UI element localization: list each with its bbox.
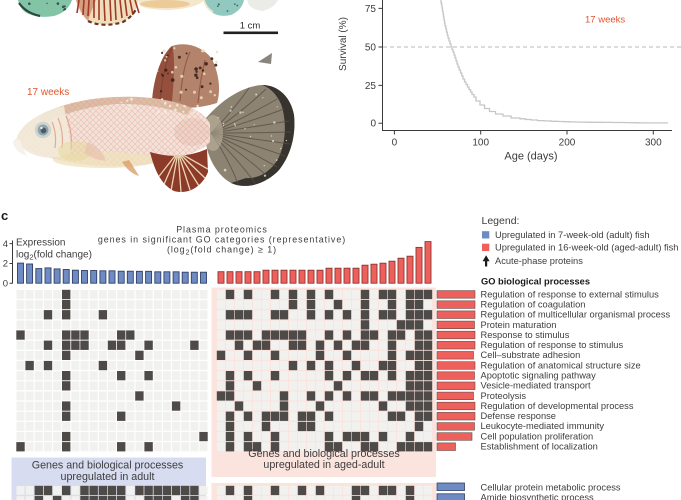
svg-text:Acute-phase proteins: Acute-phase proteins <box>495 256 583 266</box>
svg-text:17 weeks: 17 weeks <box>585 15 625 26</box>
svg-text:Establishment of localization: Establishment of localization <box>481 442 598 452</box>
svg-text:Cell–substrate adhesion: Cell–substrate adhesion <box>481 350 581 360</box>
svg-text:1 cm: 1 cm <box>240 21 261 32</box>
svg-text:Legend:: Legend: <box>482 215 520 227</box>
svg-text:50: 50 <box>365 43 377 54</box>
svg-text:Vesicle-mediated transport: Vesicle-mediated transport <box>481 381 591 391</box>
svg-text:4: 4 <box>3 239 8 250</box>
svg-text:Cellular protein metabolic pro: Cellular protein metabolic process <box>481 482 621 492</box>
svg-text:Protein maturation: Protein maturation <box>481 320 557 330</box>
svg-text:upregulated in adult: upregulated in adult <box>61 471 155 483</box>
svg-text:0: 0 <box>3 278 8 289</box>
svg-text:Apoptotic signaling pathway: Apoptotic signaling pathway <box>481 371 597 381</box>
svg-text:Age (days): Age (days) <box>504 151 557 163</box>
svg-text:300: 300 <box>645 138 662 149</box>
svg-text:Regulation of coagulation: Regulation of coagulation <box>481 299 586 309</box>
svg-text:(log2(fold change) ≥ 1): (log2(fold change) ≥ 1) <box>167 245 277 257</box>
svg-text:Regulation of multicellular or: Regulation of multicellular organismal p… <box>481 310 671 320</box>
svg-text:Plasma proteomics: Plasma proteomics <box>176 225 268 235</box>
svg-text:Genes and biological processes: Genes and biological processes <box>248 448 400 460</box>
svg-text:75: 75 <box>365 4 377 15</box>
svg-text:Response to stimulus: Response to stimulus <box>481 330 570 340</box>
svg-text:Upregulated in 16-week-old (ag: Upregulated in 16-week-old (aged-adult) … <box>495 242 678 252</box>
svg-text:genes in significant GO catego: genes in significant GO categories (repr… <box>98 235 346 245</box>
svg-text:25: 25 <box>365 81 377 92</box>
svg-text:Leukocyte-mediated immunity: Leukocyte-mediated immunity <box>481 421 605 431</box>
svg-text:Expression: Expression <box>16 238 65 249</box>
svg-text:0: 0 <box>392 138 398 149</box>
svg-text:GO biological processes: GO biological processes <box>481 277 590 287</box>
svg-text:17 weeks: 17 weeks <box>27 87 69 98</box>
svg-text:Regulation of response to stim: Regulation of response to stimulus <box>481 340 624 350</box>
svg-text:200: 200 <box>559 138 576 149</box>
svg-text:Upregulated in 7-week-old (adu: Upregulated in 7-week-old (adult) fish <box>495 230 650 240</box>
svg-text:c: c <box>1 208 8 223</box>
svg-text:Proteolysis: Proteolysis <box>481 391 527 401</box>
svg-text:Regulation of response to exte: Regulation of response to external stimu… <box>481 289 660 299</box>
svg-text:Survival (%): Survival (%) <box>338 17 349 71</box>
svg-text:upregulated in aged-adult: upregulated in aged-adult <box>263 459 384 471</box>
svg-text:Genes and biological processes: Genes and biological processes <box>32 460 184 472</box>
svg-text:100: 100 <box>472 138 489 149</box>
svg-text:2: 2 <box>3 259 8 270</box>
svg-text:Defense response: Defense response <box>481 411 556 421</box>
svg-text:Regulation of anatomical struc: Regulation of anatomical structure size <box>481 360 641 370</box>
svg-text:0: 0 <box>370 119 376 130</box>
svg-text:Regulation of developmental pr: Regulation of developmental process <box>481 401 634 411</box>
svg-text:Amide biosynthetic process: Amide biosynthetic process <box>481 493 595 500</box>
svg-text:Cell population proliferation: Cell population proliferation <box>481 431 594 441</box>
svg-text:log2(fold change): log2(fold change) <box>16 250 92 262</box>
